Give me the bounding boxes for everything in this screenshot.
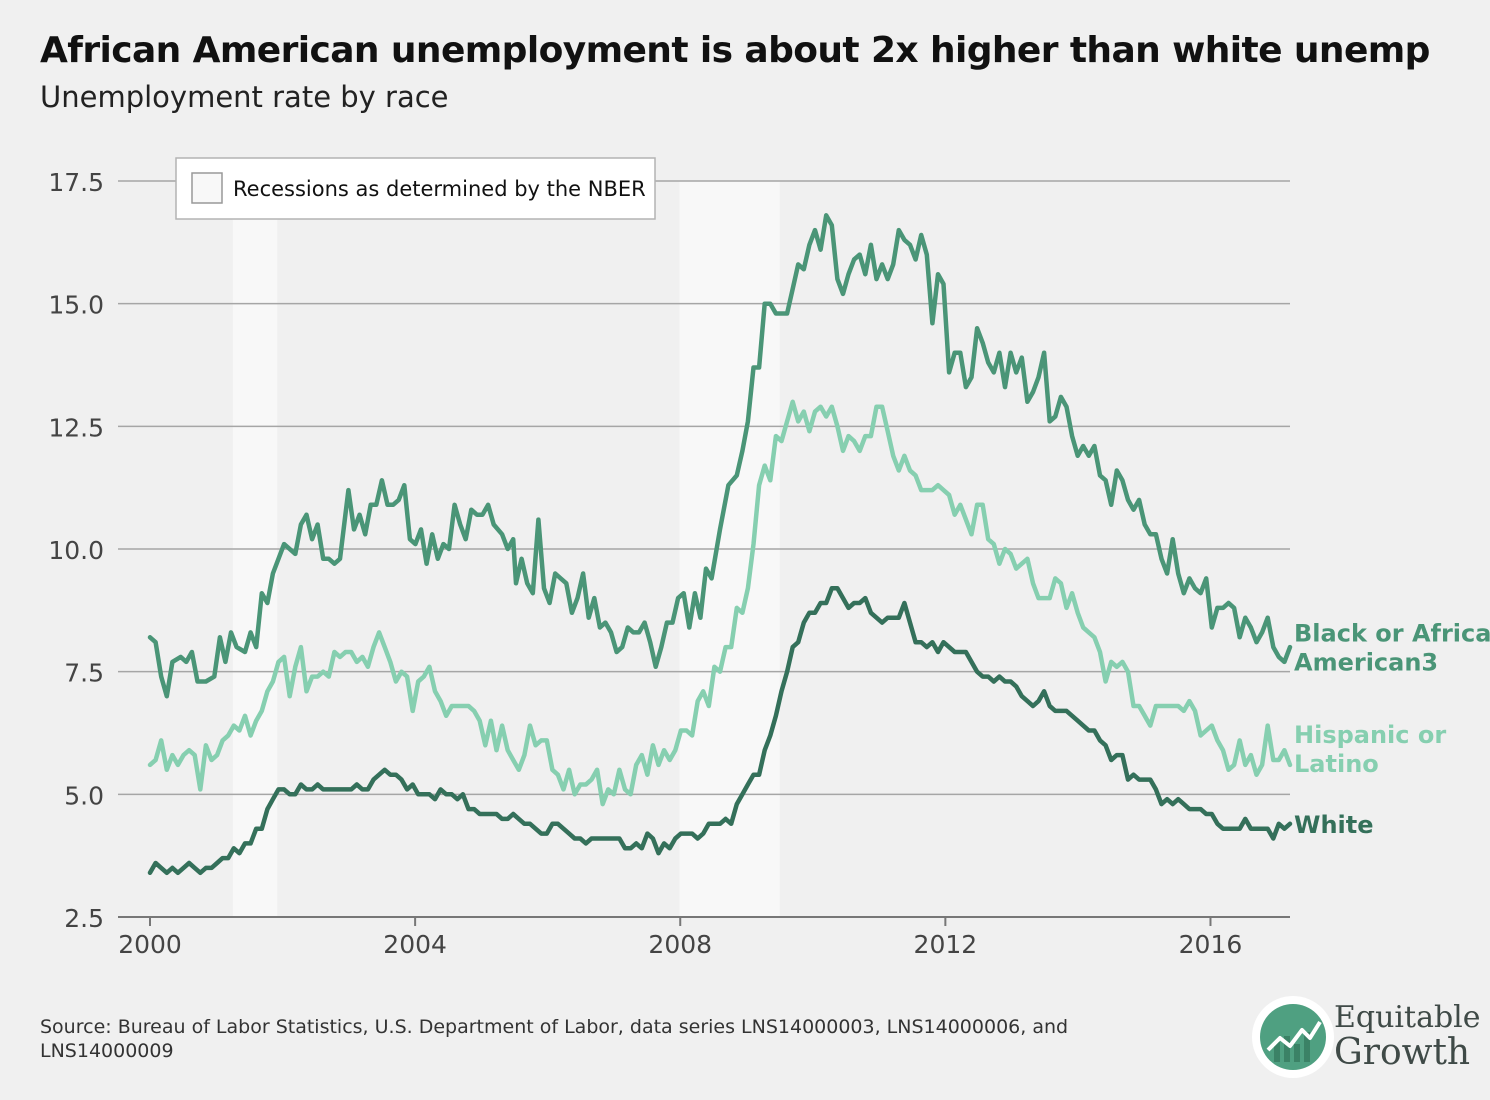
x-tick-label: 2000: [118, 930, 182, 959]
x-axis-ticks: 2000 2004 2008 2012 2016: [118, 917, 1242, 959]
y-tick-label: 17.5: [48, 168, 104, 197]
growth-chart-icon: [1252, 996, 1334, 1078]
series-label-black-or-african-american3: Black or African American3: [1294, 620, 1490, 677]
x-tick-label: 2012: [914, 930, 978, 959]
chart-title: African American unemployment is about 2…: [40, 30, 1430, 71]
logo-wordmark: Equitable Growth: [1334, 1002, 1481, 1072]
line-chart: 2.55.07.510.012.515.017.5 2000 2004 2008 20…: [48, 157, 1490, 959]
equitable-growth-logo: Equitable Growth: [1248, 992, 1488, 1084]
y-tick-label: 15.0: [48, 291, 104, 320]
x-tick-label: 2008: [648, 930, 712, 959]
series-line-hispanic-or-latino: [147, 399, 1293, 807]
chart-subtitle: Unemployment rate by race: [40, 80, 449, 114]
logo-line-2: Growth: [1334, 1032, 1471, 1073]
y-tick-label: 10.0: [48, 536, 104, 565]
legend-box: [175, 157, 656, 220]
series-labels: Black or African American3 Hispanic or Lati…: [1294, 620, 1490, 839]
x-tick-label: 2016: [1179, 930, 1243, 959]
y-tick-label: 12.5: [48, 413, 104, 442]
series-label-white: White: [1294, 811, 1374, 839]
legend: Recessions as determined by the NBER: [175, 157, 656, 220]
series-lines: [147, 213, 1293, 876]
y-tick-label: 5.0: [64, 781, 104, 810]
y-axis-ticks: 2.5 5.0 7.5 10.0 12.5 15.0 17.5: [48, 168, 104, 933]
logo-line-1: Equitable: [1334, 1000, 1481, 1035]
series-line-white: [147, 586, 1293, 876]
x-tick-label: 2004: [383, 930, 447, 959]
y-tick-label: 7.5: [64, 659, 104, 688]
y-tick-label: 2.5: [64, 904, 104, 933]
legend-recession-label: Recessions as determined by the NBER: [233, 177, 646, 201]
series-label-hispanic-or-latino: Hispanic or Latino: [1294, 721, 1446, 778]
source-note: Source: Bureau of Labor Statistics, U.S.…: [40, 1016, 1069, 1062]
series-line-black-or-african-american3: [147, 213, 1293, 699]
legend-recession-swatch: [191, 172, 223, 204]
